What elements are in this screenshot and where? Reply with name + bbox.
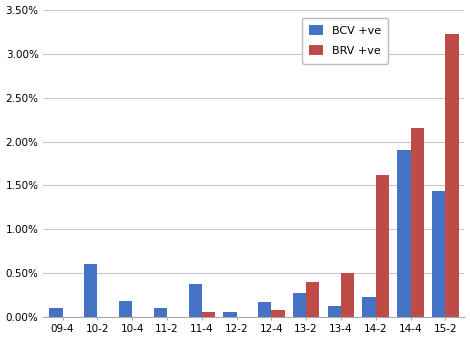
Bar — [306, 282, 319, 317]
Bar — [397, 150, 410, 317]
Bar — [293, 293, 306, 317]
Bar — [445, 34, 459, 317]
Bar — [376, 175, 389, 317]
Bar — [328, 306, 341, 317]
Bar — [271, 310, 284, 317]
Bar — [223, 312, 236, 317]
Bar — [432, 191, 445, 317]
Bar — [258, 302, 271, 317]
Bar — [410, 129, 424, 317]
Bar — [202, 312, 215, 317]
Bar — [84, 264, 97, 317]
Bar — [341, 273, 354, 317]
Bar — [154, 308, 167, 317]
Bar — [362, 297, 376, 317]
Bar — [188, 284, 202, 317]
Bar — [119, 301, 132, 317]
Legend: BCV +ve, BRV +ve: BCV +ve, BRV +ve — [302, 18, 389, 64]
Bar — [49, 308, 63, 317]
